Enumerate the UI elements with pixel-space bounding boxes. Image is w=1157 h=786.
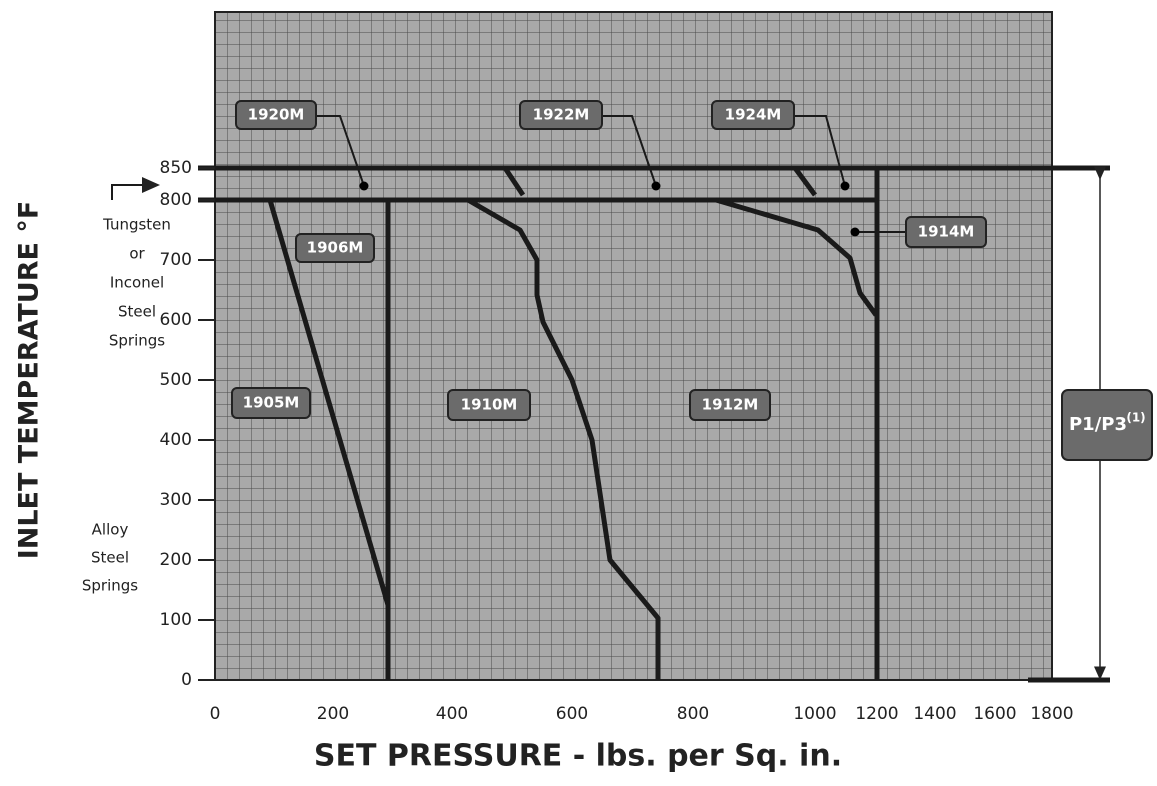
y-tick-label: 600	[160, 310, 192, 330]
model: 1924M	[725, 106, 782, 124]
side-labels: Tungsten or Inconel Steel Springs Alloy Steel S…	[82, 216, 171, 595]
model: 1910M	[461, 396, 518, 414]
model: 1914M	[918, 223, 975, 241]
y-tick-label: 300	[160, 490, 192, 510]
side-label: or	[129, 245, 145, 263]
x-tick-label: 1600	[973, 704, 1016, 724]
y-title: INLET TEMPERATURE °F	[14, 201, 45, 560]
side-label: Steel	[91, 549, 129, 567]
y-tick-label: 800	[160, 190, 192, 210]
pressure-label: P1/P3	[1069, 414, 1127, 435]
model: 1922M	[533, 106, 590, 124]
y-tick-label: 400	[160, 430, 192, 450]
x-tick-label: 400	[436, 704, 468, 724]
y-tick-label: 700	[160, 250, 192, 270]
x-tick-label: 1000	[793, 704, 836, 724]
x-title: SET PRESSURE - lbs. per Sq. in.	[314, 739, 842, 774]
model: 1905M	[243, 394, 300, 412]
model-labels: 1920M 1922M 1924M 1906M 1914M 1905M 1910…	[231, 100, 1153, 461]
y-tick-label: 100	[160, 610, 192, 630]
curves	[111, 115, 1110, 683]
x-tick-label: 600	[556, 704, 588, 724]
plot-area	[214, 11, 1053, 681]
x-tick-label: 800	[677, 704, 709, 724]
x-tick-label: 200	[317, 704, 349, 724]
y-tick-label: 850	[160, 158, 192, 178]
y-tick-label: 200	[160, 550, 192, 570]
side-label: Springs	[82, 577, 138, 595]
side-label: Tungsten	[102, 216, 171, 234]
model: 1906M	[307, 239, 364, 257]
x-tick-label: 1200	[855, 704, 898, 724]
y-tick-label: 500	[160, 370, 192, 390]
model: 1920M	[248, 106, 305, 124]
x-tick-label: 0	[210, 704, 221, 724]
side-label: Steel	[118, 303, 156, 321]
side-label: Alloy	[92, 521, 129, 539]
side-label: Inconel	[110, 274, 164, 292]
y-tick-label: 0	[181, 670, 192, 690]
x-tick-label: 1800	[1030, 704, 1073, 724]
x-ticks: 0 200 400 600 800 1000 1200 1400 1600 1800	[210, 704, 1074, 724]
pressure-note: (1)	[1126, 411, 1145, 425]
model: 1912M	[702, 396, 759, 414]
side-label: Springs	[109, 332, 165, 350]
x-tick-label: 1400	[913, 704, 956, 724]
y-ticks: 0 100 200 300 400 500 600 700 800 850	[160, 158, 215, 690]
